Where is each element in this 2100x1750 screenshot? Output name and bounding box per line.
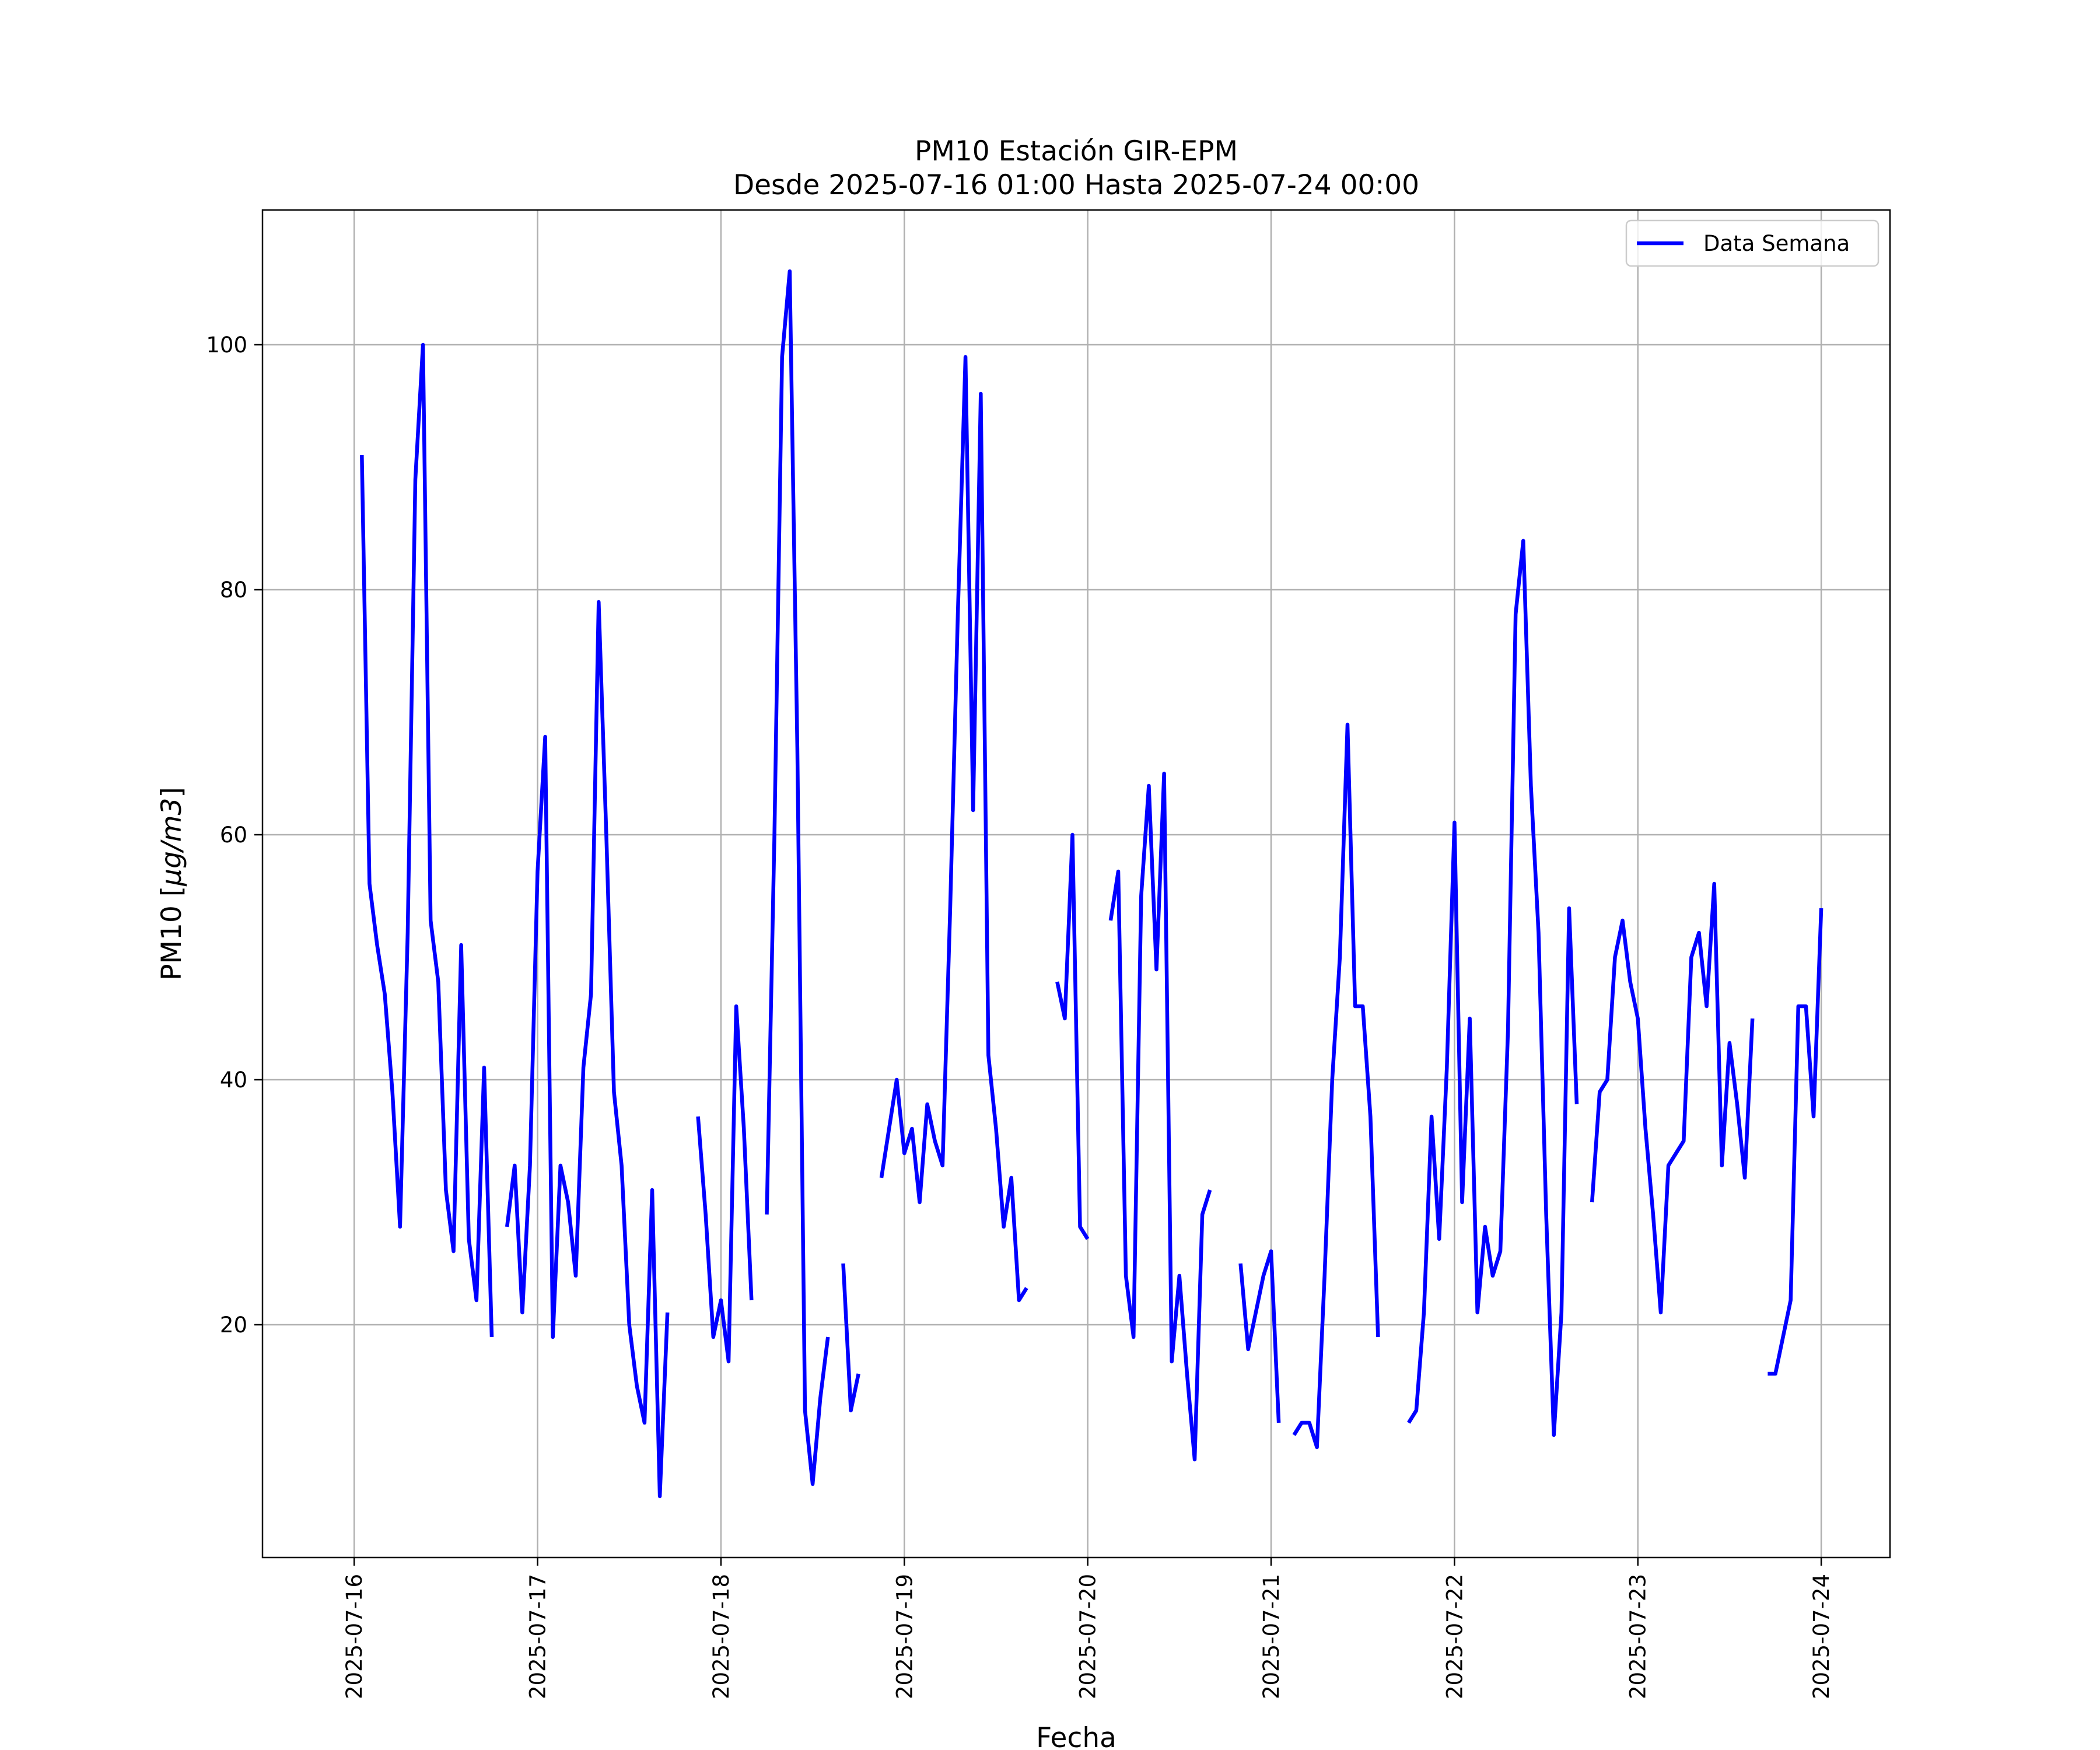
legend: Data Semana bbox=[1625, 219, 1880, 267]
y-tick-label: 80 bbox=[220, 578, 247, 603]
y-axis-label: PM10 [μg/m3] bbox=[156, 787, 188, 981]
x-axis-label: Fecha bbox=[1036, 1722, 1116, 1750]
y-tick-label: 100 bbox=[206, 332, 247, 358]
chart-subtitle: Desde 2025-07-16 01:00 Hasta 2025-07-24 … bbox=[733, 169, 1419, 201]
chart-title: PM10 Estación GIR-EPM bbox=[915, 135, 1238, 167]
x-tick-label: 2025-07-23 bbox=[1626, 1574, 1651, 1699]
x-tick-label: 2025-07-21 bbox=[1259, 1574, 1284, 1699]
series-layer bbox=[360, 269, 1824, 1499]
ticks: 2025-07-16 2025-07-17 2025-07-18 2025-07-19… bbox=[206, 332, 1834, 1699]
x-tick-label: 2025-07-20 bbox=[1076, 1574, 1101, 1699]
y-tick-label: 20 bbox=[220, 1312, 247, 1338]
x-tick-label: 2025-07-17 bbox=[526, 1574, 551, 1699]
x-tick-label: 2025-07-16 bbox=[342, 1574, 367, 1699]
y-tick-label: 60 bbox=[220, 822, 247, 848]
x-tick-label: 2025-07-22 bbox=[1442, 1574, 1467, 1699]
series-line-data-semana bbox=[360, 269, 1824, 1499]
x-tick-label: 2025-07-18 bbox=[709, 1574, 734, 1699]
plot-frame bbox=[261, 209, 1891, 1559]
legend-label-data-semana: Data Semana bbox=[1703, 231, 1850, 256]
x-tick-label: 2025-07-19 bbox=[892, 1574, 917, 1699]
legend-box bbox=[1625, 219, 1880, 267]
y-tick-label: 40 bbox=[220, 1068, 247, 1093]
x-tick-label: 2025-07-24 bbox=[1809, 1574, 1834, 1699]
